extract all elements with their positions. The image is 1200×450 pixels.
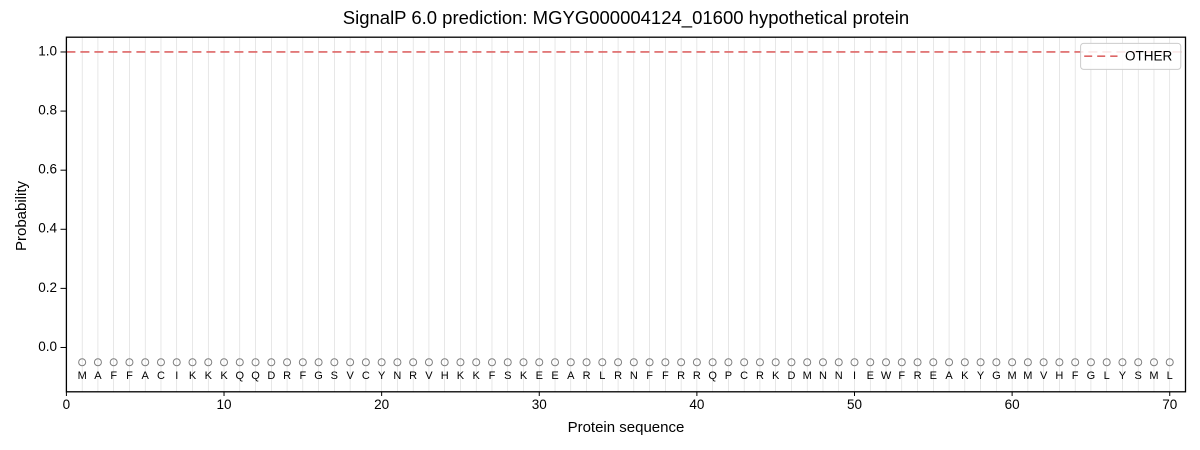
svg-text:E: E (536, 370, 543, 382)
svg-text:R: R (693, 370, 701, 382)
svg-text:R: R (614, 370, 622, 382)
svg-text:1.0: 1.0 (38, 43, 57, 58)
svg-text:Q: Q (708, 370, 717, 382)
svg-text:0.2: 0.2 (38, 280, 57, 295)
svg-text:C: C (362, 370, 370, 382)
svg-text:K: K (189, 370, 197, 382)
svg-text:F: F (1072, 370, 1079, 382)
svg-text:A: A (142, 370, 150, 382)
svg-text:A: A (567, 370, 575, 382)
svg-text:C: C (157, 370, 165, 382)
svg-text:V: V (1040, 370, 1048, 382)
svg-text:V: V (425, 370, 433, 382)
svg-text:0.8: 0.8 (38, 102, 57, 117)
svg-text:K: K (220, 370, 228, 382)
svg-text:M: M (803, 370, 812, 382)
svg-text:10: 10 (217, 397, 232, 412)
svg-text:M: M (1023, 370, 1032, 382)
svg-text:S: S (504, 370, 511, 382)
svg-text:E: E (867, 370, 874, 382)
svg-text:L: L (1104, 370, 1110, 382)
svg-text:A: A (945, 370, 953, 382)
svg-text:R: R (756, 370, 764, 382)
svg-text:C: C (740, 370, 748, 382)
svg-text:60: 60 (1005, 397, 1020, 412)
svg-text:H: H (441, 370, 449, 382)
svg-text:G: G (992, 370, 1001, 382)
svg-text:F: F (489, 370, 496, 382)
svg-text:K: K (457, 370, 465, 382)
svg-text:I: I (853, 370, 856, 382)
svg-text:R: R (409, 370, 417, 382)
svg-text:M: M (78, 370, 87, 382)
svg-text:S: S (1135, 370, 1142, 382)
svg-text:F: F (110, 370, 117, 382)
svg-text:K: K (772, 370, 780, 382)
svg-text:R: R (283, 370, 291, 382)
svg-text:I: I (175, 370, 178, 382)
svg-text:H: H (1055, 370, 1063, 382)
svg-text:G: G (314, 370, 323, 382)
svg-text:Protein sequence: Protein sequence (568, 419, 685, 436)
svg-text:Y: Y (977, 370, 985, 382)
svg-text:0.0: 0.0 (38, 339, 57, 354)
svg-text:Y: Y (378, 370, 386, 382)
svg-text:Q: Q (251, 370, 260, 382)
svg-text:L: L (1167, 370, 1173, 382)
svg-text:D: D (787, 370, 795, 382)
svg-text:S: S (331, 370, 338, 382)
svg-text:0.4: 0.4 (38, 221, 57, 236)
svg-text:30: 30 (532, 397, 547, 412)
svg-text:K: K (205, 370, 213, 382)
svg-text:OTHER: OTHER (1125, 49, 1173, 64)
svg-text:K: K (520, 370, 528, 382)
svg-text:V: V (346, 370, 354, 382)
svg-text:F: F (662, 370, 669, 382)
svg-text:E: E (930, 370, 937, 382)
svg-text:M: M (1149, 370, 1158, 382)
svg-text:L: L (599, 370, 605, 382)
svg-text:Q: Q (235, 370, 244, 382)
svg-text:G: G (1087, 370, 1096, 382)
svg-text:R: R (914, 370, 922, 382)
svg-text:0.6: 0.6 (38, 162, 57, 177)
svg-text:Y: Y (1119, 370, 1127, 382)
svg-text:F: F (646, 370, 653, 382)
svg-text:A: A (94, 370, 102, 382)
svg-text:N: N (630, 370, 638, 382)
svg-text:K: K (473, 370, 481, 382)
svg-text:R: R (677, 370, 685, 382)
svg-text:SignalP 6.0 prediction: MGYG00: SignalP 6.0 prediction: MGYG000004124_01… (343, 7, 909, 29)
svg-text:D: D (267, 370, 275, 382)
svg-text:50: 50 (847, 397, 862, 412)
svg-text:M: M (1008, 370, 1017, 382)
svg-text:F: F (299, 370, 306, 382)
svg-text:R: R (583, 370, 591, 382)
svg-text:70: 70 (1162, 397, 1177, 412)
svg-text:N: N (835, 370, 843, 382)
svg-text:40: 40 (689, 397, 704, 412)
svg-text:N: N (393, 370, 401, 382)
svg-text:0: 0 (63, 397, 71, 412)
svg-text:Probability: Probability (13, 180, 30, 251)
svg-text:P: P (725, 370, 732, 382)
svg-text:20: 20 (374, 397, 389, 412)
svg-text:E: E (551, 370, 558, 382)
svg-text:N: N (819, 370, 827, 382)
svg-text:F: F (898, 370, 905, 382)
svg-text:F: F (126, 370, 133, 382)
svg-text:W: W (881, 370, 892, 382)
svg-text:K: K (961, 370, 969, 382)
